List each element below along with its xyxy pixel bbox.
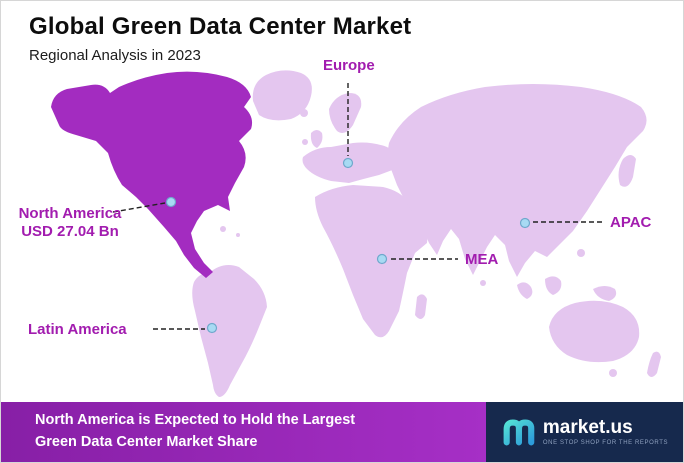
island-iceland	[300, 109, 308, 117]
marker-latin-america	[206, 322, 218, 334]
continent-north-america	[51, 71, 253, 279]
marker-apac	[519, 217, 531, 229]
label-europe: Europe	[323, 57, 375, 74]
island-cuba	[220, 226, 226, 232]
brand-text: market.us ONE STOP SHOP FOR THE REPORTS	[542, 416, 669, 447]
brand-block: market.us ONE STOP SHOP FOR THE REPORTS	[486, 402, 683, 462]
footer: North America is Expected to Hold the La…	[1, 402, 683, 462]
island-sumatra	[517, 282, 533, 299]
island-tasmania	[609, 369, 617, 377]
marker-mea	[376, 253, 388, 265]
label-mea: MEA	[465, 251, 499, 268]
island-borneo	[545, 276, 562, 295]
banner-line-1: North America is Expected to Hold the La…	[35, 412, 356, 429]
continent-africa	[315, 185, 428, 338]
island-sri-lanka	[480, 280, 486, 286]
island-new-guinea	[593, 286, 617, 301]
label-apac: APAC	[610, 214, 652, 231]
marker-north-america	[165, 196, 177, 208]
highlight-banner: North America is Expected to Hold the La…	[1, 402, 486, 462]
island-philippines	[577, 249, 585, 257]
marketus-logo-icon	[503, 419, 535, 446]
continent-greenland	[252, 70, 312, 121]
page-title: Global Green Data Center Market	[29, 13, 412, 40]
island-madagascar	[415, 294, 427, 319]
island-new-zealand	[647, 351, 661, 377]
label-north-america-value: USD 27.04 Bn	[21, 223, 119, 240]
connectors	[112, 83, 604, 330]
marker-europe	[342, 157, 354, 169]
page-subtitle: Regional Analysis in 2023	[29, 47, 201, 64]
continent-south-america	[192, 265, 267, 397]
continent-australia	[549, 300, 640, 363]
island-japan	[618, 155, 636, 187]
brand-tagline: ONE STOP SHOP FOR THE REPORTS	[542, 440, 669, 447]
label-latin-america: Latin America	[28, 321, 127, 338]
markers	[165, 157, 531, 334]
region-scandinavia	[329, 93, 362, 133]
label-north-america: North America USD 27.04 Bn	[3, 205, 137, 241]
island-ireland	[302, 139, 308, 145]
banner-line-2: Green Data Center Market Share	[35, 434, 258, 450]
base-continents	[192, 70, 661, 397]
label-north-america-name: North America	[18, 205, 122, 222]
island-uk	[310, 130, 323, 148]
continent-asia	[387, 84, 647, 277]
connector-north-america	[112, 202, 166, 213]
brand-name: market.us	[542, 416, 633, 438]
header: Global Green Data Center Market Regional…	[29, 13, 411, 64]
island-caribbean	[236, 233, 240, 237]
